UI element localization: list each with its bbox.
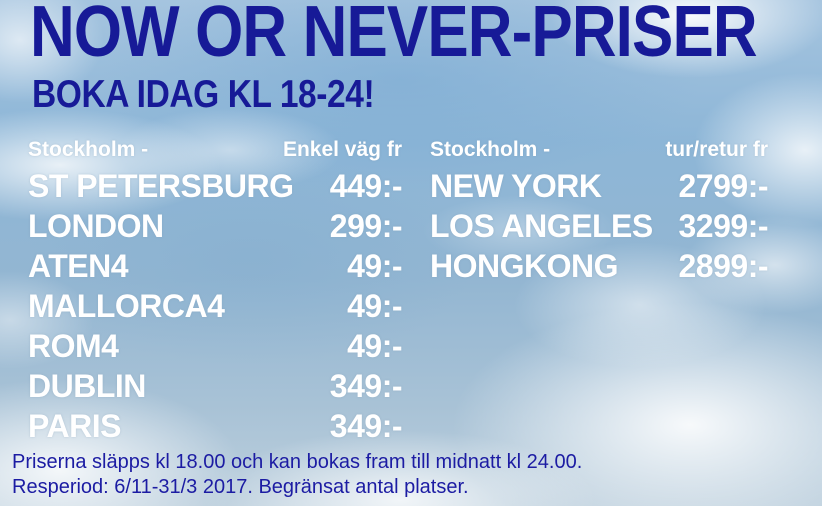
page-title: NOW OR NEVER-PRISER [30,0,758,72]
fare-row: ROM4 49:- [28,326,402,366]
destination-label: HONGKONG [430,247,619,284]
fare-row: ST PETERSBURG 449:- [28,166,403,206]
price-label: 349:- [329,367,403,404]
fare-row: PARIS 349:- [28,406,403,446]
price-label: 49:- [347,247,402,284]
page-subtitle: BOKA IDAG KL 18-24! [32,73,375,116]
destination-label: PARIS [28,407,121,444]
destination-label: LONDON [28,207,164,244]
price-label: 299:- [329,207,403,244]
destination-label: DUBLIN [28,367,146,404]
fare-column-header: Stockholm - Enkel väg fr [28,138,402,161]
price-label: 49:- [347,327,402,364]
origin-label: Stockholm - [28,138,149,161]
price-label: 449:- [329,167,403,204]
terms-line-2: Resperiod: 6/11-31/3 2017. Begränsat ant… [12,476,469,498]
price-label: 49:- [347,287,402,324]
price-label: 2899:- [678,247,769,284]
fare-row: LONDON 299:- [28,206,403,246]
fare-rows: ST PETERSBURG 449:- LONDON 299:- ATEN4 4… [28,166,403,446]
terms-note: Priserna släpps kl 18.00 och kan bokas f… [12,450,582,500]
fare-row: MALLORCA4 49:- [28,286,402,326]
destination-label: ST PETERSBURG [28,167,294,204]
origin-label: Stockholm - [430,138,551,161]
destination-label: ROM4 [28,327,119,364]
terms-line-1: Priserna släpps kl 18.00 och kan bokas f… [12,451,583,473]
fare-type-label: tur/retur fr [665,138,768,161]
fare-row: NEW YORK 2799:- [430,166,768,206]
fare-column-oneway: Stockholm - Enkel väg fr ST PETERSBURG 4… [28,138,403,446]
price-label: 349:- [329,407,403,444]
destination-label: MALLORCA4 [28,287,225,324]
fare-rows: NEW YORK 2799:- LOS ANGELES 3299:- HONGK… [430,166,768,286]
fare-column-return: Stockholm - tur/retur fr NEW YORK 2799:-… [430,138,768,286]
destination-label: ATEN4 [28,247,129,284]
fare-type-label: Enkel väg fr [282,138,402,161]
fare-column-header: Stockholm - tur/retur fr [430,138,768,161]
fare-row: DUBLIN 349:- [28,366,403,406]
destination-label: LOS ANGELES [430,207,653,244]
destination-label: NEW YORK [430,167,602,204]
fare-row: HONGKONG 2899:- [430,246,768,286]
price-label: 3299:- [678,207,769,244]
fare-row: LOS ANGELES 3299:- [430,206,768,246]
price-label: 2799:- [678,167,769,204]
fare-row: ATEN4 49:- [28,246,402,286]
